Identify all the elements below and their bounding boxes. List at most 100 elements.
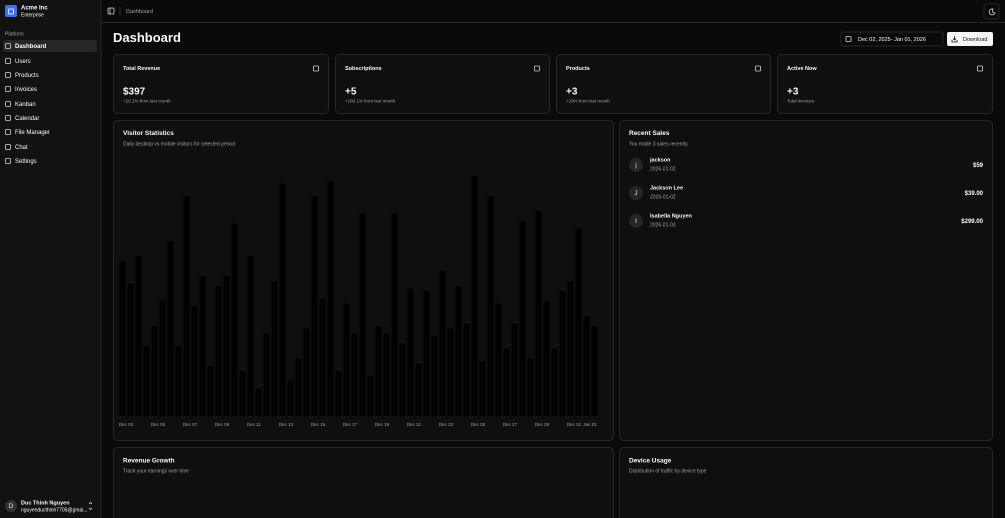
bar — [399, 343, 406, 416]
x-tick-label: Dec 19 — [375, 422, 390, 427]
x-tick-label: Dec 31 — [567, 422, 582, 427]
bar — [151, 326, 158, 416]
nav-icon — [5, 101, 11, 107]
sale-date: 2026-01-02 — [650, 194, 676, 200]
breadcrumb[interactable]: Dashboard — [126, 9, 153, 15]
bar — [159, 301, 166, 416]
bar — [583, 316, 590, 416]
bar — [279, 183, 286, 416]
team-logo — [5, 5, 17, 17]
page-title: Dashboard — [113, 30, 181, 45]
nav-item[interactable]: Invoices — [15, 87, 37, 93]
bar — [367, 376, 374, 416]
nav-icon — [5, 58, 11, 64]
download-button[interactable] — [947, 32, 993, 46]
device-card — [619, 447, 993, 518]
bar — [391, 213, 398, 416]
nav-item[interactable]: Products — [15, 73, 39, 79]
bar — [343, 303, 350, 416]
bar — [479, 361, 486, 416]
bar — [135, 256, 142, 416]
card-subtitle: Track your earnings over time — [123, 468, 189, 474]
bar — [207, 366, 214, 416]
x-tick-label: Jan 01 — [583, 422, 597, 427]
nav-group-label: Platform — [5, 31, 24, 37]
calendar-icon — [845, 36, 852, 42]
revenue-card — [113, 447, 614, 518]
nav-item[interactable]: Calendar — [15, 116, 39, 122]
stat-value: +5 — [345, 87, 357, 98]
sale-initial: J — [635, 191, 638, 197]
bar — [223, 276, 230, 416]
sale-amount: $59 — [973, 163, 984, 169]
bar — [503, 348, 510, 416]
stat-card — [777, 54, 993, 114]
nav-icon — [5, 43, 11, 49]
sale-avatar — [629, 186, 643, 200]
bar — [407, 288, 414, 416]
nav-item[interactable]: File Manager — [15, 130, 50, 136]
bar — [527, 358, 534, 416]
x-tick-label: Dec 17 — [343, 422, 358, 427]
user-name[interactable]: Duc Thinh Nguyen — [21, 500, 70, 506]
stat-icon — [534, 65, 540, 72]
sales-list: j jackson 2026-01-02 $59 J Jackson Lee 2026-01… — [629, 157, 984, 228]
stat-cards: Total Revenue $397+20.1% from last month S… — [113, 54, 993, 114]
bar — [551, 348, 558, 416]
nav-active-bg — [3, 40, 97, 52]
theme-toggle[interactable] — [983, 3, 1000, 20]
user-email: nguyenducthinh7705@gmai... — [21, 507, 88, 513]
stat-icon — [977, 65, 983, 72]
bar — [351, 333, 358, 416]
x-tick-label: Dec 07 — [183, 422, 198, 427]
bar — [191, 306, 198, 416]
sales-card — [619, 120, 993, 441]
chart-title: Visitor Statistics — [123, 130, 174, 137]
nav-icon — [5, 144, 11, 150]
nav-item[interactable]: Users — [15, 59, 31, 65]
stat-value: $397 — [123, 87, 146, 98]
stat-value: +3 — [566, 87, 578, 98]
theme-icon — [988, 8, 996, 16]
bar — [319, 298, 326, 416]
user-menu-chevron[interactable] — [88, 501, 93, 511]
x-tick-label: Dec 29 — [535, 422, 550, 427]
sale-amount: $299.00 — [961, 219, 983, 225]
nav-item[interactable]: Chat — [15, 145, 28, 151]
bar — [567, 281, 574, 416]
card-subtitle: Distribution of traffic by device type — [629, 468, 707, 474]
bar — [511, 323, 518, 416]
bar — [327, 181, 334, 416]
sale-name: jackson — [649, 157, 671, 163]
date-range-button[interactable] — [840, 31, 944, 47]
bar — [423, 291, 430, 416]
sales-title: Recent Sales — [629, 130, 670, 137]
nav-item[interactable]: Dashboard — [15, 44, 47, 50]
card-title: Device Usage — [629, 458, 672, 465]
stat-value: +3 — [787, 87, 799, 98]
nav-item[interactable]: Settings — [15, 159, 37, 165]
bar — [455, 286, 462, 416]
bar — [543, 301, 550, 416]
bar — [375, 326, 382, 416]
sale-name: Isabella Nguyen — [650, 213, 693, 219]
x-tick-label: Dec 11 — [247, 422, 261, 427]
nav-list: Dashboard Users Products Invoices Kanban Cale… — [5, 43, 50, 165]
x-tick-label: Dec 05 — [151, 422, 166, 427]
nav-icon — [5, 158, 11, 164]
bar — [119, 261, 126, 416]
bar — [287, 381, 294, 416]
bar — [335, 371, 342, 416]
sale-name: Jackson Lee — [650, 185, 683, 191]
team-name[interactable]: Acme Inc — [21, 6, 48, 12]
bar — [215, 286, 222, 416]
bar — [143, 346, 150, 416]
bar — [199, 276, 206, 416]
user-avatar — [5, 500, 17, 512]
sale-date: 2026-01-02 — [650, 166, 676, 172]
stat-note: +19% from last month — [566, 99, 610, 104]
nav-item[interactable]: Kanban — [15, 102, 36, 108]
sidebar-toggle[interactable] — [107, 7, 115, 15]
stat-note: +20.1% from last month — [123, 99, 171, 104]
